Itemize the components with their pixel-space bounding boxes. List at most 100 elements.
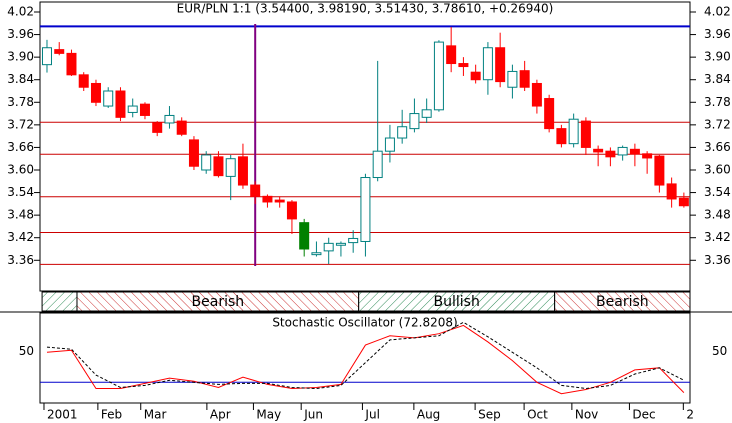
oscillator-line (46, 321, 685, 390)
y-tick-label: 3.48 (7, 208, 34, 222)
x-tick-label: Apr (210, 408, 231, 422)
candle-body (372, 150, 383, 179)
candle-body (348, 237, 359, 244)
candle-body (152, 122, 163, 133)
candle-body (176, 120, 187, 135)
candle-body (274, 199, 285, 203)
candle-body (397, 126, 408, 139)
candle-body (593, 148, 604, 153)
trend-label: Bullish (434, 294, 480, 310)
y-tick-label: 50 (19, 344, 34, 358)
candle-body (225, 158, 236, 177)
candle-body (605, 150, 616, 158)
x-tick-label: Feb (101, 408, 122, 422)
y-tick-label: 3.66 (704, 140, 731, 154)
candle-body (544, 98, 555, 130)
y-tick-label: 3.42 (704, 230, 731, 244)
y-tick-label: 4.02 (7, 5, 34, 19)
candle-body (409, 113, 420, 130)
y-tick-label: 3.42 (7, 230, 34, 244)
candle-body (421, 109, 432, 118)
candle-body (580, 120, 591, 148)
candle-body (237, 156, 248, 186)
candle-body (188, 139, 199, 167)
y-tick-label: 3.36 (704, 253, 731, 267)
candle-body (531, 82, 542, 107)
candle-body (458, 63, 469, 68)
candle-body (311, 252, 322, 256)
candle-body (556, 128, 567, 145)
y-tick-label: 3.78 (7, 95, 34, 109)
price-frame (39, 1, 691, 292)
candle-body (41, 47, 52, 66)
candle-body (164, 114, 175, 124)
candle-body (103, 90, 114, 107)
candle-body (617, 146, 628, 156)
candle-body (250, 184, 261, 197)
trend-region (41, 291, 78, 312)
chart-title: EUR/PLN 1:1 (3.54400, 3.98190, 3.51430, … (177, 2, 554, 16)
trend-label: Bearish (192, 294, 245, 310)
y-tick-label: 3.90 (704, 50, 731, 64)
candle-body (384, 137, 395, 152)
y-tick-label: 3.72 (7, 117, 34, 131)
candle-body (678, 197, 689, 207)
y-tick-label: 3.60 (7, 162, 34, 176)
y-tick-label: 3.96 (7, 27, 34, 41)
y-tick-label: 3.54 (7, 185, 34, 199)
y-tick-label: 4.02 (704, 5, 731, 19)
candle-body (286, 201, 297, 220)
x-tick-label: Nov (575, 408, 598, 422)
candle-body (568, 118, 579, 145)
x-tick-label: Oct (527, 408, 548, 422)
x-tick-label: Sep (478, 408, 501, 422)
y-tick-label: 3.48 (704, 208, 731, 222)
candle-body (90, 82, 101, 103)
y-tick-label: 3.60 (704, 162, 731, 176)
candle-body (446, 45, 457, 65)
candle-body (54, 49, 65, 54)
candle-body (66, 52, 77, 76)
candle-body (299, 222, 310, 250)
candle-body (495, 47, 506, 83)
candle-body (470, 71, 481, 81)
candle-body (201, 154, 212, 171)
y-tick-label: 3.36 (7, 253, 34, 267)
candle-body (115, 90, 126, 118)
candle-body (629, 148, 640, 155)
candle-body (262, 195, 273, 203)
x-tick-label: May (256, 408, 281, 422)
x-tick-label: Jun (303, 408, 323, 422)
x-tick-label: Jul (364, 408, 379, 422)
candle-body (335, 242, 346, 246)
x-tick-label: Aug (417, 408, 440, 422)
candle-body (642, 153, 653, 159)
candle-body (433, 41, 444, 111)
x-tick-label: Dec (632, 408, 655, 422)
y-tick-label: 3.90 (7, 50, 34, 64)
candle-body (360, 177, 371, 242)
oscillator-title: Stochastic Oscillator (72.8208) (272, 316, 457, 330)
candle-body (78, 74, 89, 88)
candle-body (127, 105, 138, 113)
x-tick-label: 2001 (47, 408, 78, 422)
y-tick-label: 3.84 (704, 72, 731, 86)
candle-body (507, 70, 518, 88)
trend-label: Bearish (596, 294, 649, 310)
x-tick-label: Mar (144, 408, 167, 422)
y-tick-label: 3.72 (704, 117, 731, 131)
trend-region (554, 291, 691, 312)
y-tick-label: 3.66 (7, 140, 34, 154)
y-tick-label: 3.78 (704, 95, 731, 109)
y-tick-label: 3.54 (704, 185, 731, 199)
y-tick-label: 50 (712, 344, 727, 358)
candle-body (323, 242, 334, 252)
oscillator-line (46, 324, 685, 395)
candle-body (654, 155, 665, 186)
oscillator-frame (39, 312, 691, 404)
candle-body (666, 183, 677, 200)
x-tick-label: 2 (686, 408, 694, 422)
y-tick-label: 3.96 (704, 27, 731, 41)
candle-body (482, 47, 493, 81)
